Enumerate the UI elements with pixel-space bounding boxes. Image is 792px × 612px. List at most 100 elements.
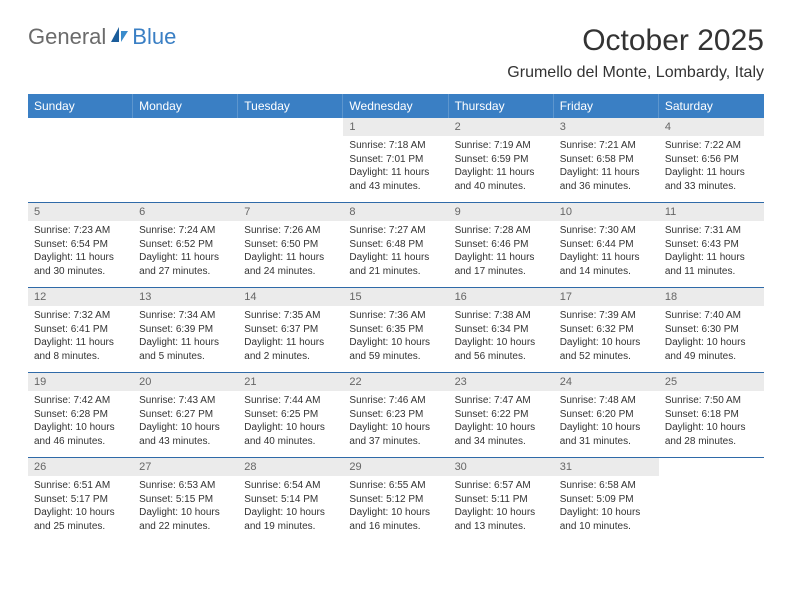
day-number <box>28 118 133 124</box>
day-header-mon: Monday <box>133 94 238 118</box>
day-detail-line: Sunset: 6:43 PM <box>665 238 758 252</box>
day-number <box>659 458 764 464</box>
day-number: 14 <box>238 288 343 306</box>
day-number: 30 <box>449 458 554 476</box>
day-detail-line: Daylight: 11 hours <box>139 336 232 350</box>
day-number: 17 <box>554 288 659 306</box>
day-detail-line: and 11 minutes. <box>665 265 758 279</box>
day-number: 25 <box>659 373 764 391</box>
day-detail-line: Sunrise: 7:27 AM <box>349 224 442 238</box>
day-detail-line: Daylight: 11 hours <box>349 166 442 180</box>
day-cell: 29Sunrise: 6:55 AMSunset: 5:12 PMDayligh… <box>343 458 448 542</box>
logo-text-general: General <box>28 24 106 50</box>
day-cell: 5Sunrise: 7:23 AMSunset: 6:54 PMDaylight… <box>28 203 133 287</box>
day-details: Sunrise: 7:19 AMSunset: 6:59 PMDaylight:… <box>449 136 554 193</box>
day-number: 16 <box>449 288 554 306</box>
day-cell: 9Sunrise: 7:28 AMSunset: 6:46 PMDaylight… <box>449 203 554 287</box>
day-detail-line: and 28 minutes. <box>665 435 758 449</box>
day-details: Sunrise: 7:43 AMSunset: 6:27 PMDaylight:… <box>133 391 238 448</box>
day-detail-line: Sunrise: 7:32 AM <box>34 309 127 323</box>
day-detail-line: Sunset: 6:41 PM <box>34 323 127 337</box>
day-detail-line: Daylight: 10 hours <box>139 421 232 435</box>
day-cell: 16Sunrise: 7:38 AMSunset: 6:34 PMDayligh… <box>449 288 554 372</box>
day-number: 18 <box>659 288 764 306</box>
day-detail-line: Sunset: 6:25 PM <box>244 408 337 422</box>
day-cell: 19Sunrise: 7:42 AMSunset: 6:28 PMDayligh… <box>28 373 133 457</box>
day-details: Sunrise: 7:30 AMSunset: 6:44 PMDaylight:… <box>554 221 659 278</box>
day-details: Sunrise: 7:28 AMSunset: 6:46 PMDaylight:… <box>449 221 554 278</box>
day-details: Sunrise: 7:18 AMSunset: 7:01 PMDaylight:… <box>343 136 448 193</box>
day-number: 22 <box>343 373 448 391</box>
day-detail-line: Sunrise: 7:44 AM <box>244 394 337 408</box>
day-number <box>133 118 238 124</box>
day-details: Sunrise: 6:54 AMSunset: 5:14 PMDaylight:… <box>238 476 343 533</box>
day-number: 31 <box>554 458 659 476</box>
day-detail-line: Daylight: 10 hours <box>349 421 442 435</box>
day-detail-line: and 21 minutes. <box>349 265 442 279</box>
day-number: 19 <box>28 373 133 391</box>
day-detail-line: Sunrise: 7:21 AM <box>560 139 653 153</box>
day-detail-line: Daylight: 10 hours <box>665 336 758 350</box>
day-cell: 20Sunrise: 7:43 AMSunset: 6:27 PMDayligh… <box>133 373 238 457</box>
day-cell: 21Sunrise: 7:44 AMSunset: 6:25 PMDayligh… <box>238 373 343 457</box>
day-detail-line: Sunrise: 6:57 AM <box>455 479 548 493</box>
day-detail-line: and 33 minutes. <box>665 180 758 194</box>
day-detail-line: Sunset: 5:09 PM <box>560 493 653 507</box>
day-detail-line: Sunrise: 7:31 AM <box>665 224 758 238</box>
day-details: Sunrise: 7:50 AMSunset: 6:18 PMDaylight:… <box>659 391 764 448</box>
day-detail-line: Daylight: 10 hours <box>244 421 337 435</box>
day-header-sat: Saturday <box>659 94 764 118</box>
day-detail-line: Sunset: 6:44 PM <box>560 238 653 252</box>
day-detail-line: Sunrise: 6:54 AM <box>244 479 337 493</box>
day-detail-line: and 5 minutes. <box>139 350 232 364</box>
day-detail-line: Daylight: 10 hours <box>244 506 337 520</box>
day-detail-line: Sunrise: 7:26 AM <box>244 224 337 238</box>
day-details: Sunrise: 7:42 AMSunset: 6:28 PMDaylight:… <box>28 391 133 448</box>
day-number: 27 <box>133 458 238 476</box>
day-detail-line: Sunset: 6:52 PM <box>139 238 232 252</box>
day-cell: 7Sunrise: 7:26 AMSunset: 6:50 PMDaylight… <box>238 203 343 287</box>
day-detail-line: Sunset: 6:32 PM <box>560 323 653 337</box>
day-detail-line: Daylight: 11 hours <box>349 251 442 265</box>
day-detail-line: Sunrise: 7:39 AM <box>560 309 653 323</box>
day-details: Sunrise: 7:40 AMSunset: 6:30 PMDaylight:… <box>659 306 764 363</box>
day-detail-line: Sunset: 6:58 PM <box>560 153 653 167</box>
day-cell: 24Sunrise: 7:48 AMSunset: 6:20 PMDayligh… <box>554 373 659 457</box>
day-detail-line: and 17 minutes. <box>455 265 548 279</box>
day-number: 23 <box>449 373 554 391</box>
day-detail-line: Sunset: 6:50 PM <box>244 238 337 252</box>
day-detail-line: Sunrise: 7:30 AM <box>560 224 653 238</box>
day-detail-line: Daylight: 11 hours <box>455 166 548 180</box>
logo-text-blue: Blue <box>132 24 176 50</box>
day-detail-line: Sunset: 6:48 PM <box>349 238 442 252</box>
day-detail-line: and 24 minutes. <box>244 265 337 279</box>
day-detail-line: Sunrise: 7:50 AM <box>665 394 758 408</box>
day-detail-line: Sunset: 5:11 PM <box>455 493 548 507</box>
day-number: 11 <box>659 203 764 221</box>
day-cell: 23Sunrise: 7:47 AMSunset: 6:22 PMDayligh… <box>449 373 554 457</box>
day-cell: 3Sunrise: 7:21 AMSunset: 6:58 PMDaylight… <box>554 118 659 202</box>
day-cell: 1Sunrise: 7:18 AMSunset: 7:01 PMDaylight… <box>343 118 448 202</box>
day-details: Sunrise: 6:55 AMSunset: 5:12 PMDaylight:… <box>343 476 448 533</box>
day-cell: 28Sunrise: 6:54 AMSunset: 5:14 PMDayligh… <box>238 458 343 542</box>
day-cell: 27Sunrise: 6:53 AMSunset: 5:15 PMDayligh… <box>133 458 238 542</box>
day-cell <box>238 118 343 202</box>
day-detail-line: and 56 minutes. <box>455 350 548 364</box>
day-details: Sunrise: 6:57 AMSunset: 5:11 PMDaylight:… <box>449 476 554 533</box>
day-detail-line: and 43 minutes. <box>139 435 232 449</box>
day-cell: 14Sunrise: 7:35 AMSunset: 6:37 PMDayligh… <box>238 288 343 372</box>
day-detail-line: and 52 minutes. <box>560 350 653 364</box>
day-detail-line: Sunset: 6:27 PM <box>139 408 232 422</box>
day-detail-line: Sunrise: 7:24 AM <box>139 224 232 238</box>
day-detail-line: Sunset: 5:15 PM <box>139 493 232 507</box>
day-number: 26 <box>28 458 133 476</box>
day-detail-line: and 19 minutes. <box>244 520 337 534</box>
day-details: Sunrise: 7:23 AMSunset: 6:54 PMDaylight:… <box>28 221 133 278</box>
day-detail-line: Sunset: 6:37 PM <box>244 323 337 337</box>
day-detail-line: and 27 minutes. <box>139 265 232 279</box>
day-detail-line: and 43 minutes. <box>349 180 442 194</box>
day-detail-line: Daylight: 11 hours <box>665 251 758 265</box>
day-number <box>238 118 343 124</box>
day-cell: 11 Sunrise: 7:31 AMSunset: 6:43 PMDayligh… <box>659 203 764 287</box>
day-detail-line: Daylight: 10 hours <box>455 506 548 520</box>
